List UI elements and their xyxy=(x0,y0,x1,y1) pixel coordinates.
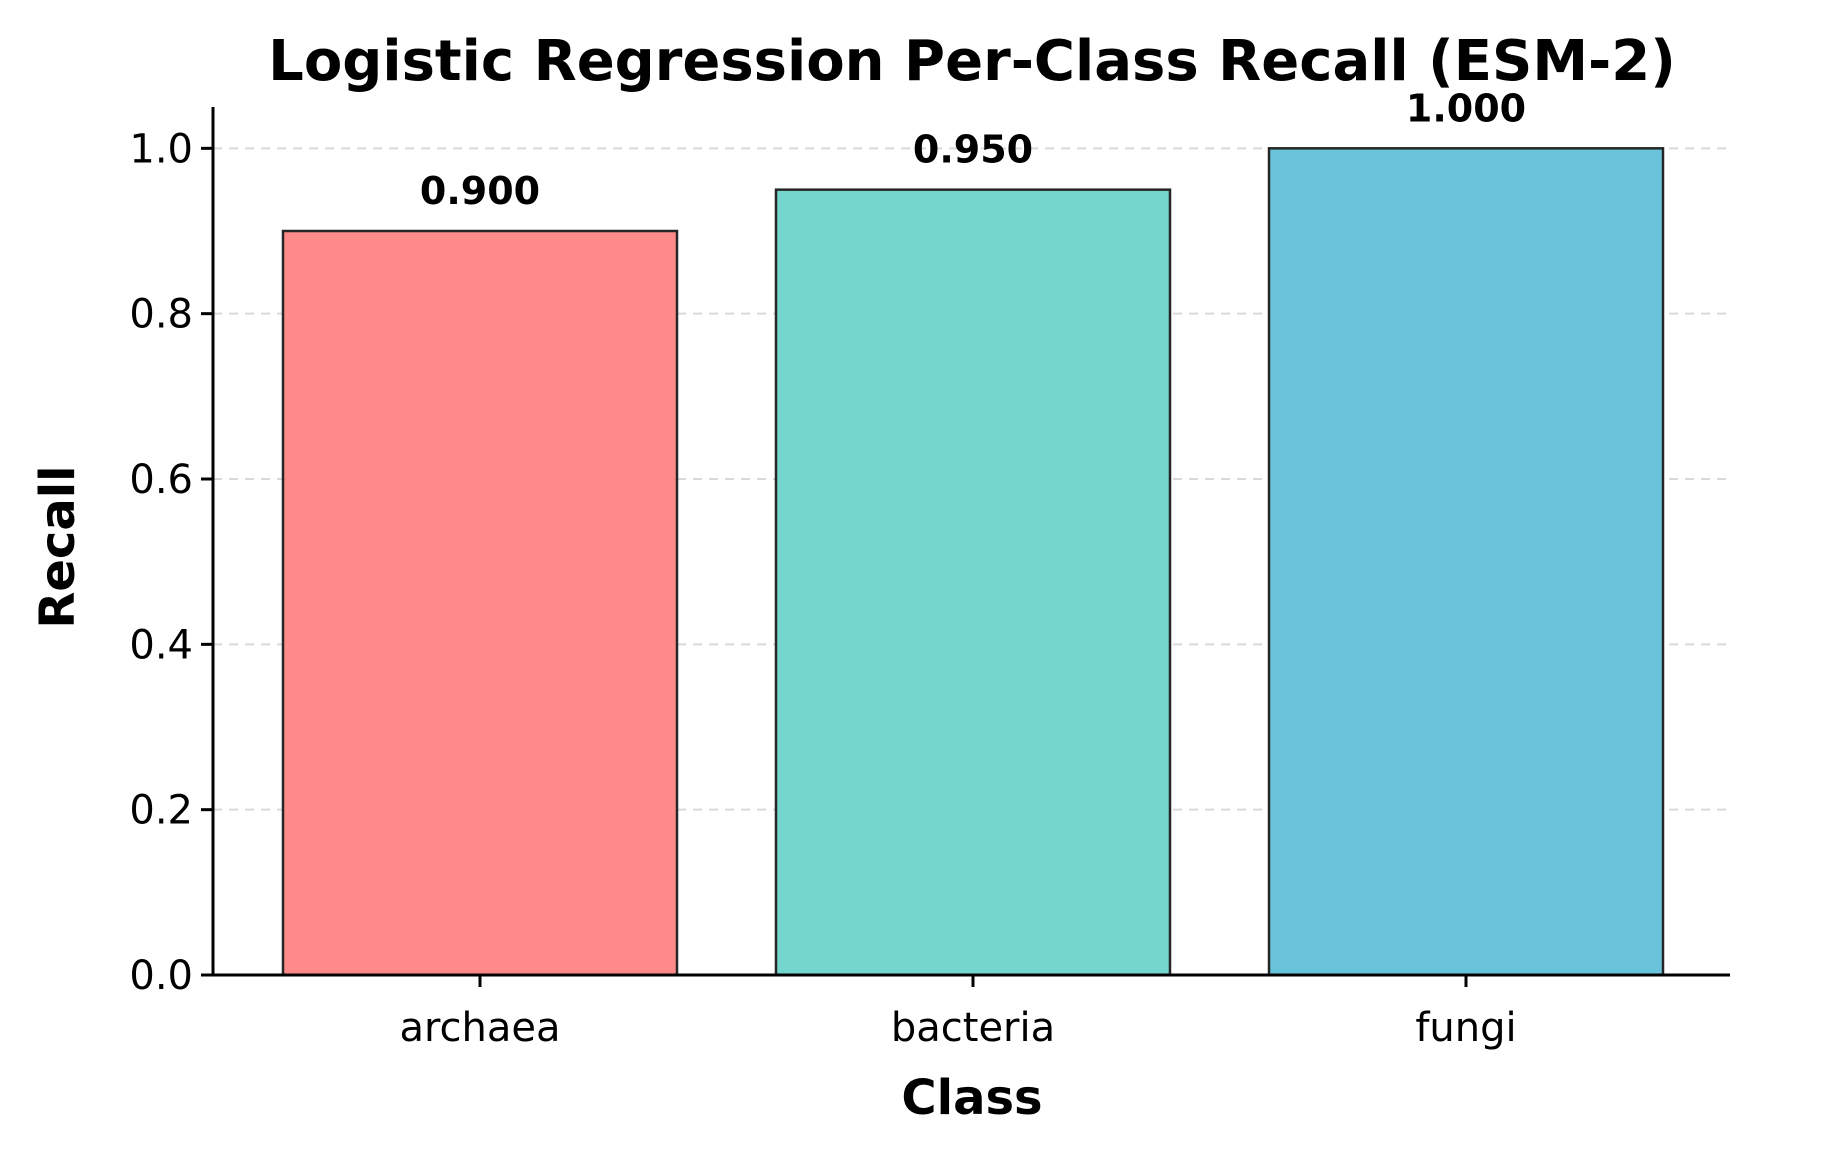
x-tick-label: bacteria xyxy=(891,1005,1055,1051)
y-axis-label: Recall xyxy=(30,465,86,628)
chart-title: Logistic Regression Per-Class Recall (ES… xyxy=(268,29,1676,94)
y-tick-label: 0.8 xyxy=(129,292,193,338)
y-ticks: 0.0 0.2 0.4 0.6 0.8 1.0 xyxy=(129,126,213,999)
y-tick-label: 0.2 xyxy=(129,788,193,834)
y-tick-label: 1.0 xyxy=(129,126,193,172)
y-tick-label: 0.4 xyxy=(129,622,193,668)
bar-value-label: 0.950 xyxy=(913,128,1033,172)
x-axis-label: Class xyxy=(901,1070,1042,1126)
bar-fungi xyxy=(1267,147,1665,977)
x-tick-label: fungi xyxy=(1415,1005,1516,1051)
y-tick-label: 0.0 xyxy=(129,953,193,999)
bars xyxy=(281,147,1665,977)
bar-value-label: 0.900 xyxy=(420,169,540,213)
x-tick-label: archaea xyxy=(399,1005,560,1051)
y-tick-label: 0.6 xyxy=(129,457,193,503)
bar-bacteria xyxy=(774,188,1172,977)
bar-value-label: 1.000 xyxy=(1406,86,1526,130)
x-ticks: archaea bacteria fungi xyxy=(399,975,1517,1051)
value-labels: 0.900 0.950 1.000 xyxy=(420,86,1526,213)
bar-archaea xyxy=(281,229,679,977)
